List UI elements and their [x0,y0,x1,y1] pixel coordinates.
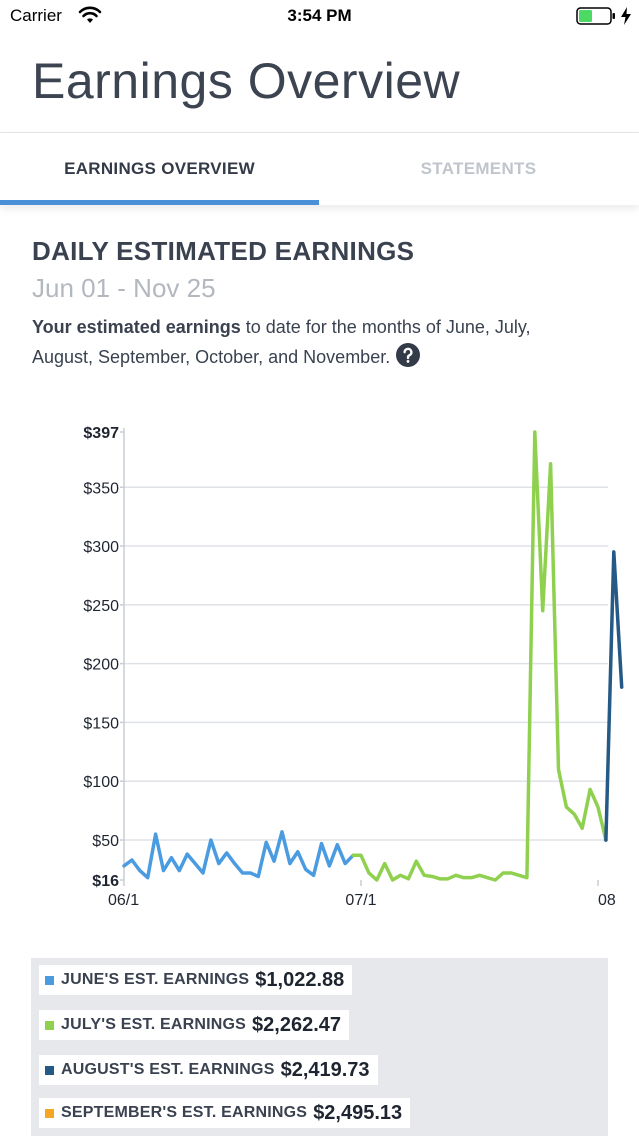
series-line-june [122,830,355,880]
question-circle-icon[interactable] [396,343,421,367]
y-axis-tick-label: $100 [83,774,119,791]
legend-swatch-august [45,1065,54,1075]
legend-label: JULY'S EST. EARNINGS [61,1016,247,1033]
y-axis-tick-label: $50 [92,833,119,850]
y-axis-tick-label: $200 [83,657,119,674]
battery-icon [576,7,615,25]
daily-earnings-chart: $397 $350 $300 $250 $200 $150 $100 $50 $16 06/1 07… [0,410,639,920]
y-axis-tick-label: $150 [83,715,119,732]
chart-svg: $397 $350 $300 $250 $200 $150 $100 $50 $16 06/1 07… [83,425,624,909]
earnings-description: Your estimated earnings to date for the … [32,312,592,372]
y-axis-tick-label: $350 [83,480,119,497]
status-bar: Carrier 3:54 PM [0,0,639,34]
x-axis-tick-label: 07/1 [345,892,376,909]
description-bold: Your estimated earnings [32,317,241,337]
tab-earnings-overview[interactable]: EARNINGS OVERVIEW [64,159,255,178]
x-axis-tick-label: 06/1 [108,892,139,909]
legend-item-september: SEPTEMBER'S EST. EARNINGS $2,495.13 [39,1098,411,1128]
legend-value: $2,262.47 [252,1013,342,1036]
legend-swatch-july [45,1020,54,1030]
y-axis-tick-label: $250 [83,598,119,615]
header-divider [0,132,639,133]
legend-label: AUGUST'S EST. EARNINGS [61,1061,275,1078]
page-title: Earnings Overview [32,53,461,109]
series-line-august [604,550,624,842]
active-tab-indicator [0,200,319,205]
section-title: DAILY ESTIMATED EARNINGS [32,236,415,266]
legend-item-july: JULY'S EST. EARNINGS $2,262.47 [39,1010,350,1040]
legend-item-june: JUNE'S EST. EARNINGS $1,022.88 [39,965,353,995]
legend-swatch-june [45,975,54,985]
wifi-icon [78,6,102,23]
legend-value: $2,495.13 [313,1101,403,1124]
legend-label: SEPTEMBER'S EST. EARNINGS [61,1104,308,1121]
legend-swatch-september [45,1108,54,1118]
legend-value: $1,022.88 [255,968,345,991]
y-axis-tick-label: $16 [92,873,119,890]
tab-bar: EARNINGS OVERVIEW STATEMENTS [0,133,639,205]
x-axis-tick-label: 08 [598,892,616,909]
description-text: to date for the months of June, July, Au… [32,317,531,367]
tab-statements[interactable]: STATEMENTS [420,159,537,178]
legend-label: JUNE'S EST. EARNINGS [61,971,250,988]
clock-time: 3:54 PM [287,6,352,25]
date-range: Jun 01 - Nov 25 [32,273,216,303]
legend-value: $2,419.73 [280,1058,370,1081]
y-axis-tick-label: $397 [83,425,119,442]
y-axis-tick-label: $300 [83,539,119,556]
legend-item-august: AUGUST'S EST. EARNINGS $2,419.73 [39,1055,378,1085]
charging-bolt-icon [621,7,631,25]
legend: JUNE'S EST. EARNINGS $1,022.88 JULY'S ES… [31,958,608,1136]
carrier-label: Carrier [10,6,62,25]
series-line-july [351,430,608,882]
